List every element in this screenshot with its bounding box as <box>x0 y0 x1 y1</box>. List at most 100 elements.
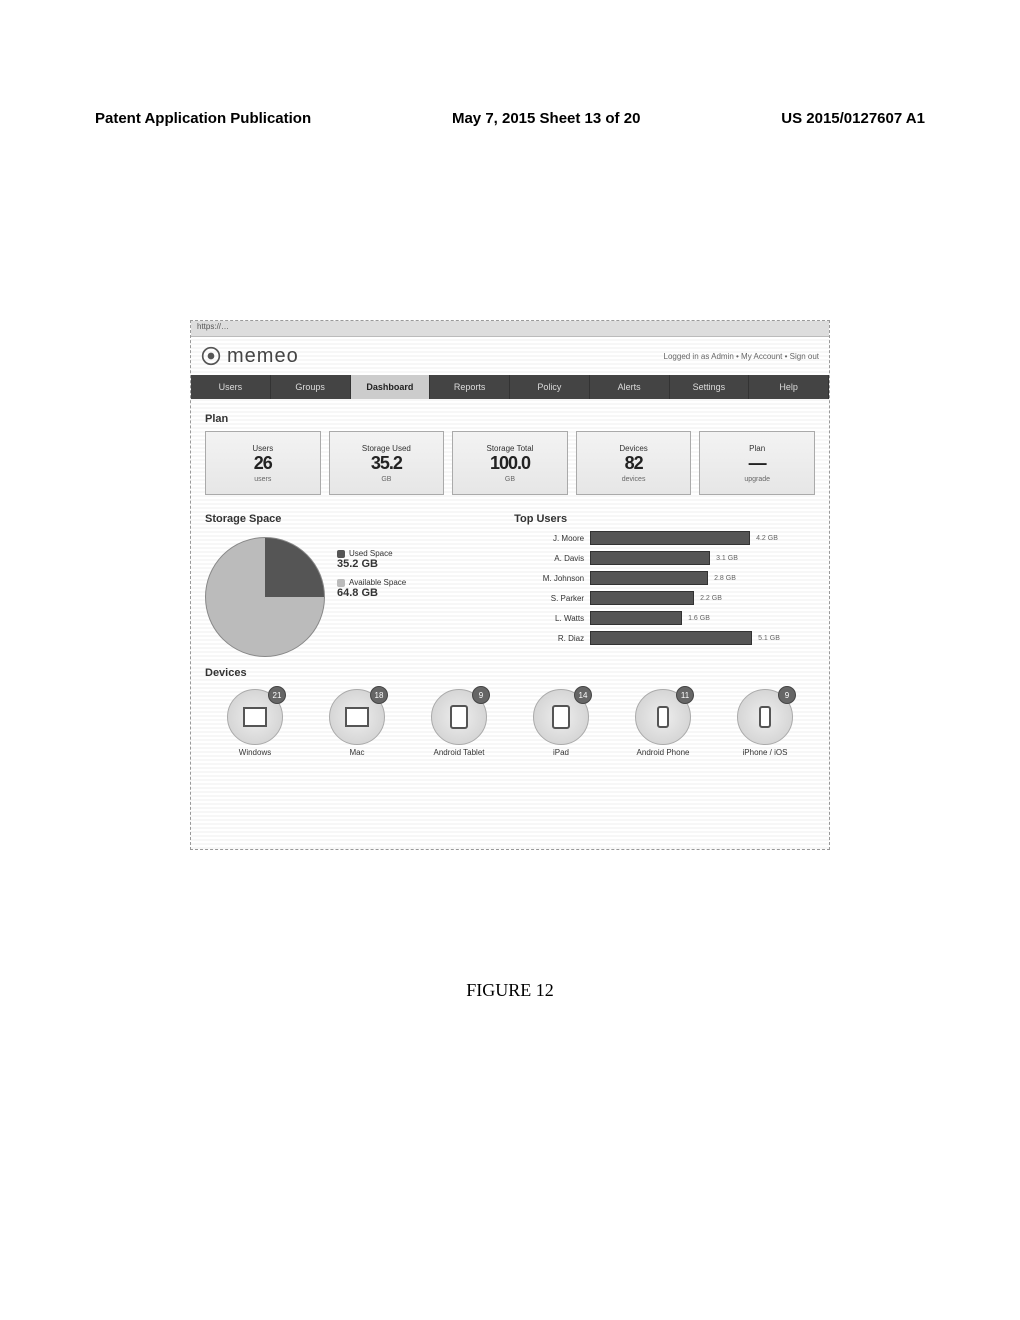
plan-card-sub: upgrade <box>744 476 770 483</box>
top-user-bar <box>590 531 750 545</box>
top-user-bar <box>590 631 752 645</box>
device-label: iPad <box>553 749 569 758</box>
plan-card-title: Plan <box>749 444 765 453</box>
tab-help[interactable]: Help <box>749 375 829 399</box>
devices-row: 21 Windows 18 Mac 9 Android Tablet 14 iPad 11 And… <box>205 689 815 758</box>
storage-and-users-row: Storage Space Used Space 35.2 GB Availab… <box>205 509 815 657</box>
legend-avail-value: 64.8 GB <box>337 587 406 599</box>
tab-groups[interactable]: Groups <box>271 375 351 399</box>
device-label: Android Tablet <box>434 749 485 758</box>
plan-card-sub: GB <box>505 476 515 483</box>
plan-cards-row: Users26usersStorage Used35.2GBStorage To… <box>205 431 815 495</box>
top-user-bar <box>590 571 708 585</box>
browser-url-bar[interactable]: https://… <box>191 321 829 337</box>
top-users-panel: Top Users J. Moore 4.2 GB A. Davis 3.1 GB M.… <box>514 509 815 657</box>
user-account-line[interactable]: Logged in as Admin • My Account • Sign o… <box>664 352 819 361</box>
dashboard-screenshot: https://… memeo Logged in as Admin • My … <box>190 320 830 850</box>
top-user-name: M. Johnson <box>514 574 584 583</box>
header-left: Patent Application Publication <box>95 110 311 127</box>
device-ipad[interactable]: 14 iPad <box>517 689 605 758</box>
top-user-name: L. Watts <box>514 614 584 623</box>
section-title-devices: Devices <box>205 667 815 679</box>
logo: memeo <box>201 345 299 368</box>
top-user-name: A. Davis <box>514 554 584 563</box>
plan-card-value: 82 <box>625 453 643 474</box>
top-user-value: 2.8 GB <box>714 575 736 582</box>
device-count-badge: 18 <box>370 686 388 704</box>
section-title-storage: Storage Space <box>205 513 494 525</box>
tab-reports[interactable]: Reports <box>430 375 510 399</box>
top-user-row[interactable]: M. Johnson 2.8 GB <box>514 571 815 585</box>
top-user-value: 5.1 GB <box>758 635 780 642</box>
section-title-plan: Plan <box>205 413 815 425</box>
plan-card-title: Storage Total <box>486 444 533 453</box>
plan-card-sub: GB <box>381 476 391 483</box>
device-count-badge: 21 <box>268 686 286 704</box>
plan-card-value: 26 <box>254 453 272 474</box>
top-user-row[interactable]: R. Diaz 5.1 GB <box>514 631 815 645</box>
device-label: Windows <box>239 749 271 758</box>
plan-card-value: 100.0 <box>490 453 530 474</box>
plan-card-sub: users <box>254 476 271 483</box>
tab-policy[interactable]: Policy <box>510 375 590 399</box>
device-iphone-ios[interactable]: 9 iPhone / iOS <box>721 689 809 758</box>
top-user-row[interactable]: L. Watts 1.6 GB <box>514 611 815 625</box>
plan-card-title: Devices <box>619 444 647 453</box>
legend-avail: Available Space 64.8 GB <box>337 578 406 599</box>
device-label: iPhone / iOS <box>743 749 788 758</box>
storage-pie-chart <box>205 537 325 657</box>
device-label: Mac <box>349 749 364 758</box>
top-user-name: J. Moore <box>514 534 584 543</box>
legend-used-value: 35.2 GB <box>337 558 406 570</box>
plan-card[interactable]: Users26 users <box>205 431 321 495</box>
legend-used-label: Used Space <box>349 549 393 558</box>
device-windows[interactable]: 21 Windows <box>211 689 299 758</box>
device-count-badge: 11 <box>676 686 694 704</box>
top-user-name: R. Diaz <box>514 634 584 643</box>
device-count-badge: 9 <box>472 686 490 704</box>
device-android-phone[interactable]: 11 Android Phone <box>619 689 707 758</box>
header-center: May 7, 2015 Sheet 13 of 20 <box>452 110 640 127</box>
dashboard-body: Plan Users26usersStorage Used35.2GBStora… <box>191 399 829 768</box>
legend-avail-label: Available Space <box>349 578 406 587</box>
patent-page-header: Patent Application Publication May 7, 20… <box>95 110 925 127</box>
top-user-bar <box>590 611 682 625</box>
device-label: Android Phone <box>637 749 690 758</box>
top-user-row[interactable]: S. Parker2.2 GB <box>514 591 815 605</box>
plan-card-title: Storage Used <box>362 444 411 453</box>
storage-panel: Storage Space Used Space 35.2 GB Availab… <box>205 509 494 657</box>
top-user-value: 2.2 GB <box>700 595 722 602</box>
plan-card-value: — <box>749 453 766 474</box>
nav-tabs: UsersGroupsDashboardReportsPolicyAlertsS… <box>191 375 829 399</box>
logo-text: memeo <box>227 345 299 368</box>
plan-card-sub: devices <box>622 476 646 483</box>
top-user-value: 3.1 GB <box>716 555 738 562</box>
figure-caption: FIGURE 12 <box>0 980 1020 1001</box>
legend-used: Used Space 35.2 GB <box>337 549 406 570</box>
storage-legend: Used Space 35.2 GB Available Space 64.8 … <box>337 531 406 657</box>
header-right: US 2015/0127607 A1 <box>781 110 925 127</box>
section-title-top-users: Top Users <box>514 513 815 525</box>
device-android-tablet[interactable]: 9 Android Tablet <box>415 689 503 758</box>
top-user-value: 1.6 GB <box>688 615 710 622</box>
plan-card[interactable]: Storage Used35.2GB <box>329 431 445 495</box>
tab-users[interactable]: Users <box>191 375 271 399</box>
device-mac[interactable]: 18 Mac <box>313 689 401 758</box>
top-user-row[interactable]: A. Davis 3.1 GB <box>514 551 815 565</box>
device-count-badge: 14 <box>574 686 592 704</box>
top-user-value: 4.2 GB <box>756 535 778 542</box>
top-user-row[interactable]: J. Moore 4.2 GB <box>514 531 815 545</box>
device-count-badge: 9 <box>778 686 796 704</box>
top-user-bar <box>590 551 710 565</box>
app-header: memeo Logged in as Admin • My Account • … <box>191 337 829 375</box>
plan-card[interactable]: Devices82 devices <box>576 431 692 495</box>
tab-settings[interactable]: Settings <box>670 375 750 399</box>
top-users-list: J. Moore 4.2 GB A. Davis 3.1 GB M. Johnson 2.… <box>514 531 815 645</box>
plan-card-title: Users <box>252 444 273 453</box>
plan-card[interactable]: Plan— upgrade <box>699 431 815 495</box>
tab-dashboard[interactable]: Dashboard <box>351 375 431 399</box>
plan-card[interactable]: Storage Total100.0 GB <box>452 431 568 495</box>
logo-icon <box>201 346 221 366</box>
top-user-bar <box>590 591 694 605</box>
tab-alerts[interactable]: Alerts <box>590 375 670 399</box>
